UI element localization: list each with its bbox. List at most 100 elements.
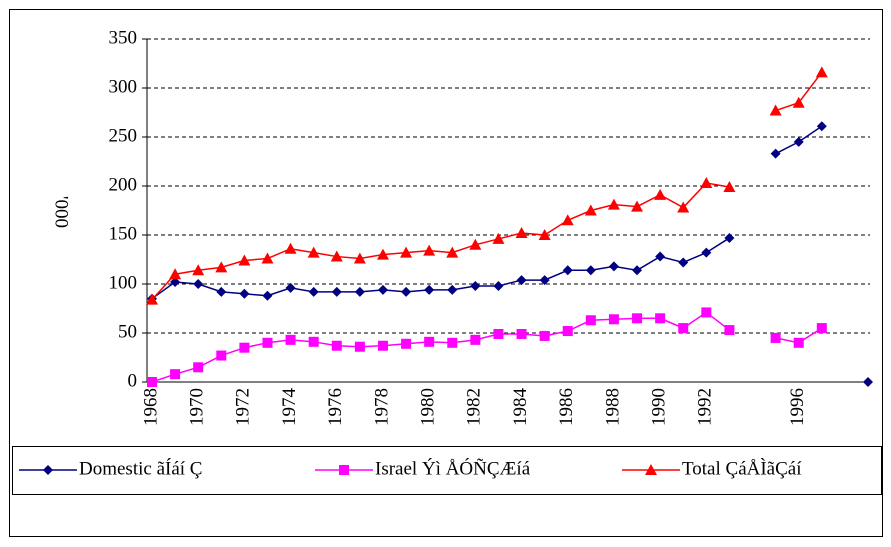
legend-label: Israel Ýì ÅÓÑÇÆíá [375,457,531,479]
marker [724,232,735,243]
marker [339,465,349,475]
marker [539,330,550,341]
x-tick-label: 1972 [233,388,254,426]
marker [632,265,643,276]
marker [216,286,227,297]
marker [655,251,666,262]
marker [793,337,804,348]
marker [239,288,250,299]
y-tick-label: 350 [109,27,138,48]
marker [447,337,458,348]
marker [538,229,551,240]
marker [516,328,527,339]
x-tick-label: 1982 [464,388,485,426]
marker [493,280,504,291]
marker [216,350,227,361]
marker [469,238,482,250]
marker [284,242,297,254]
marker [331,286,342,297]
x-tick-label: 1976 [325,388,346,426]
marker [585,315,596,326]
marker [239,342,250,353]
marker [193,362,204,373]
marker [354,341,365,352]
marker [446,246,459,258]
marker [701,247,712,258]
y-tick-label: 150 [109,223,138,244]
x-tick-label: 1980 [418,388,439,426]
x-tick-label: 1988 [602,388,623,426]
marker [147,377,157,387]
marker [215,261,228,273]
marker [516,275,527,286]
marker [607,198,620,210]
legend-label: Domestic ãÍáí Ç [79,457,202,479]
marker [238,254,251,266]
marker [170,369,181,380]
marker [608,261,619,272]
x-tick-label: 1992 [695,388,716,426]
marker [307,246,320,258]
marker [492,232,505,244]
marker [515,227,528,239]
marker [816,121,827,132]
marker [631,200,644,212]
y-tick-label: 300 [109,76,138,97]
y-tick-label: 0 [128,370,138,391]
marker [678,323,689,334]
marker [539,275,550,286]
marker [261,252,274,264]
legend-label: Total ÇáÅÌãÇáí [682,457,802,479]
x-tick-label: 1974 [279,388,300,427]
marker [353,252,366,264]
marker [262,290,273,301]
marker [401,286,412,297]
marker [815,66,828,78]
x-tick-label: 1990 [648,388,669,426]
marker [770,148,781,159]
marker [146,293,158,305]
marker [308,286,319,297]
x-tick-label: 1968 [140,388,161,426]
marker [678,257,689,268]
marker [562,265,573,276]
x-tick-label: 1996 [787,388,808,426]
marker [585,265,596,276]
marker [331,340,342,351]
marker [354,286,365,297]
marker [285,334,296,345]
marker [723,180,736,192]
marker [608,314,619,325]
marker [863,377,873,387]
y-axis-label: '000 [51,196,72,228]
marker [724,325,735,336]
y-tick-label: 50 [118,321,137,342]
marker [377,284,388,295]
marker [424,336,435,347]
y-tick-label: 250 [109,125,138,146]
marker [632,313,643,324]
x-tick-label: 1984 [510,388,531,427]
marker [376,248,389,260]
marker [493,328,504,339]
marker [792,96,805,108]
marker [701,307,712,318]
marker [447,284,458,295]
marker [816,323,827,334]
marker [43,465,53,475]
marker [400,246,413,258]
marker [424,284,435,295]
marker [793,136,804,147]
marker [769,104,782,116]
marker [677,201,690,213]
marker [192,264,205,276]
marker [561,214,574,226]
marker [700,177,713,189]
marker [401,338,412,349]
x-tick-label: 1986 [556,388,577,426]
marker [584,204,597,216]
marker [423,244,436,256]
marker [169,268,182,280]
x-tick-label: 1978 [371,388,392,426]
